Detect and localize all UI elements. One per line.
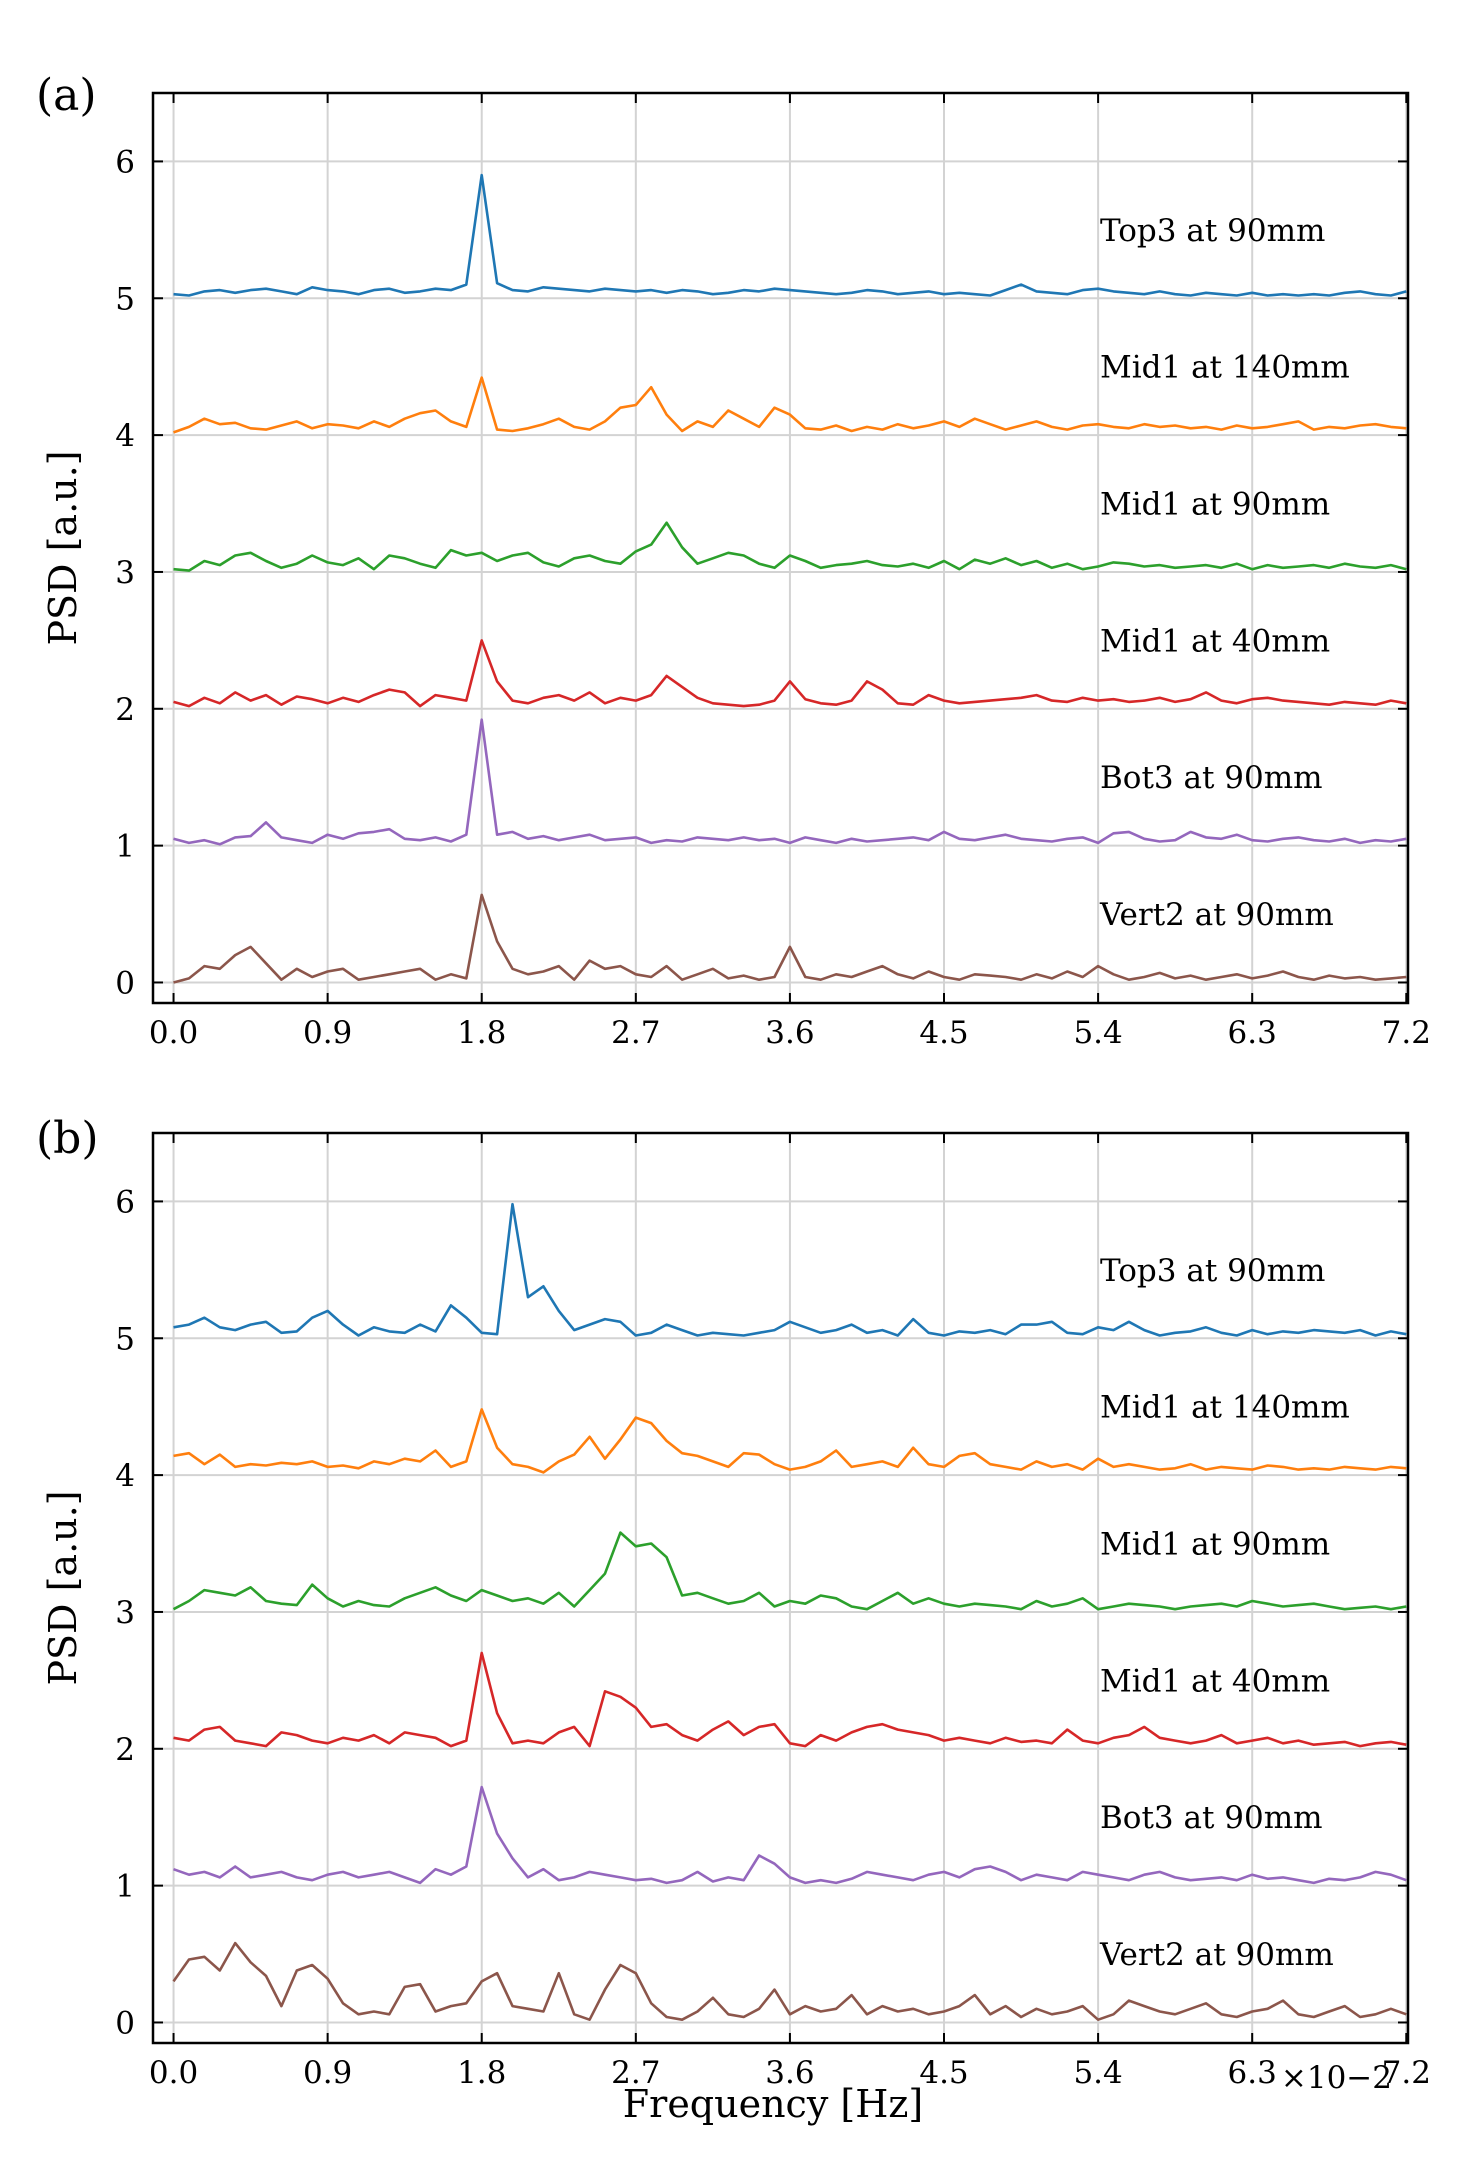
panel-b-series-line — [173, 1202, 1407, 1337]
panel-a-y-tick-label: 4 — [115, 418, 135, 454]
panel-a-x-tick-label: 5.4 — [1073, 1015, 1122, 1051]
panel-b: 0.0 0.9 1.8 2.7 3.6 4.5 5.4 6.3 7.2 0 1 2 3 4 5 6 Top3 … — [36, 1113, 1431, 2126]
panel-a-series-label: Mid1 at 90mm — [1100, 486, 1330, 522]
panel-b-x-tick-label: 6.3 — [1228, 2055, 1277, 2091]
panel-b-x-tick-label: 2.7 — [611, 2055, 660, 2091]
panel-a-y-tick-label: 5 — [115, 281, 135, 317]
panel-b-series-label: Mid1 at 140mm — [1100, 1390, 1350, 1426]
panel-a-grid — [153, 93, 1408, 1003]
panel-b-x-tick-label: 5.4 — [1073, 2055, 1122, 2091]
panel-a-x-tick-label: 6.3 — [1228, 1015, 1277, 1051]
panel-a-label: (a) — [36, 70, 97, 121]
panel-a-series-line — [173, 639, 1407, 708]
panel-a-x-tick-label: 1.8 — [457, 1015, 506, 1051]
panel-b-series-label: Bot3 at 90mm — [1100, 1800, 1323, 1836]
panel-b-x-tick-label: 0.0 — [149, 2055, 198, 2091]
panel-b-series-line — [172, 1941, 1407, 2021]
panel-b-xlabel: Frequency [Hz] — [623, 2082, 923, 2126]
panel-a-y-tick-label: 1 — [115, 829, 135, 865]
panel-b-frame — [151, 1131, 1410, 2045]
panel-b-series — [172, 1202, 1407, 2021]
panel-a-series — [173, 173, 1407, 984]
panel-b-x-tick-label: 7.2 — [1382, 2055, 1431, 2091]
panel-a-x-tick-label: 4.5 — [919, 1015, 968, 1051]
panel-b-series-line — [173, 1651, 1407, 1748]
panel-b-y-tick-label: 5 — [115, 1321, 135, 1357]
panel-a-y-tick-label: 0 — [115, 965, 135, 1001]
panel-a-ylabel: PSD [a.u.] — [41, 450, 85, 645]
panel-a-series-line — [173, 718, 1407, 846]
panel-b-ylabel: PSD [a.u.] — [41, 1490, 85, 1685]
panel-a-series-label: Top3 at 90mm — [1100, 213, 1325, 249]
panel-a-frame — [151, 91, 1410, 1005]
panel-a-x-tick-label: 0.9 — [303, 1015, 352, 1051]
panel-a-series-label: Vert2 at 90mm — [1099, 897, 1334, 933]
panel-b-y-tick-label: 4 — [115, 1458, 135, 1494]
panel-a-ticks: 0.0 0.9 1.8 2.7 3.6 4.5 5.4 6.3 7.2 0 1 2 3 4 5 6 — [115, 93, 1431, 1051]
panel-b-y-tick-label: 0 — [115, 2005, 135, 2041]
panel-a-series-line — [173, 521, 1407, 572]
panel-b-x-tick-label: 4.5 — [919, 2055, 968, 2091]
panel-b-grid — [153, 1133, 1408, 2043]
panel-a-y-tick-label: 2 — [115, 692, 135, 728]
panel-b-y-tick-label: 3 — [115, 1595, 135, 1631]
panel-b-y-tick-label: 1 — [115, 1869, 135, 1905]
panel-b-y-tick-label: 2 — [115, 1732, 135, 1768]
panel-a-series-label: Mid1 at 140mm — [1100, 350, 1350, 386]
panel-b-x-multiplier: ×10−2 — [1281, 2060, 1392, 2096]
panel-b-series-labels: Top3 at 90mm Mid1 at 140mm Mid1 at 90mm Mid… — [1099, 1253, 1350, 1973]
panel-b-series-label: Mid1 at 40mm — [1100, 1663, 1330, 1699]
panel-a-series-label: Mid1 at 40mm — [1100, 623, 1330, 659]
panel-a-series-labels: Top3 at 90mm Mid1 at 140mm Mid1 at 90mm Mid… — [1099, 213, 1350, 933]
panel-a-x-tick-label: 0.0 — [149, 1015, 198, 1051]
panel-b-label: (b) — [36, 1113, 99, 1164]
panel-a-series-line — [173, 376, 1407, 434]
panel-a-series-line — [173, 173, 1407, 297]
panel-b-x-tick-label: 1.8 — [457, 2055, 506, 2091]
panel-b-series-label: Top3 at 90mm — [1100, 1253, 1325, 1289]
panel-b-ticks: 0.0 0.9 1.8 2.7 3.6 4.5 5.4 6.3 7.2 0 1 2 3 4 5 6 — [115, 1133, 1431, 2091]
panel-a: 0.0 0.9 1.8 2.7 3.6 4.5 5.4 6.3 7.2 0 1 2 3 4 5 6 Top3 … — [36, 70, 1431, 1051]
panel-b-x-tick-label: 3.6 — [765, 2055, 814, 2091]
panel-a-y-tick-label: 6 — [115, 144, 135, 180]
panel-a-series-label: Bot3 at 90mm — [1100, 760, 1323, 796]
panel-b-x-tick-label: 0.9 — [303, 2055, 352, 2091]
panel-b-series-line — [173, 1785, 1407, 1885]
panel-a-x-tick-label: 7.2 — [1382, 1015, 1431, 1051]
panel-b-series-label: Vert2 at 90mm — [1099, 1937, 1334, 1973]
panel-b-series-line — [172, 1531, 1407, 1611]
panel-b-series-label: Mid1 at 90mm — [1100, 1526, 1330, 1562]
panel-b-y-tick-label: 6 — [115, 1184, 135, 1220]
panel-a-x-tick-label: 2.7 — [611, 1015, 660, 1051]
panel-a-x-tick-label: 3.6 — [765, 1015, 814, 1051]
panel-a-series-line — [173, 893, 1407, 984]
panel-b-series-line — [173, 1408, 1407, 1474]
panel-a-y-tick-label: 3 — [115, 555, 135, 591]
